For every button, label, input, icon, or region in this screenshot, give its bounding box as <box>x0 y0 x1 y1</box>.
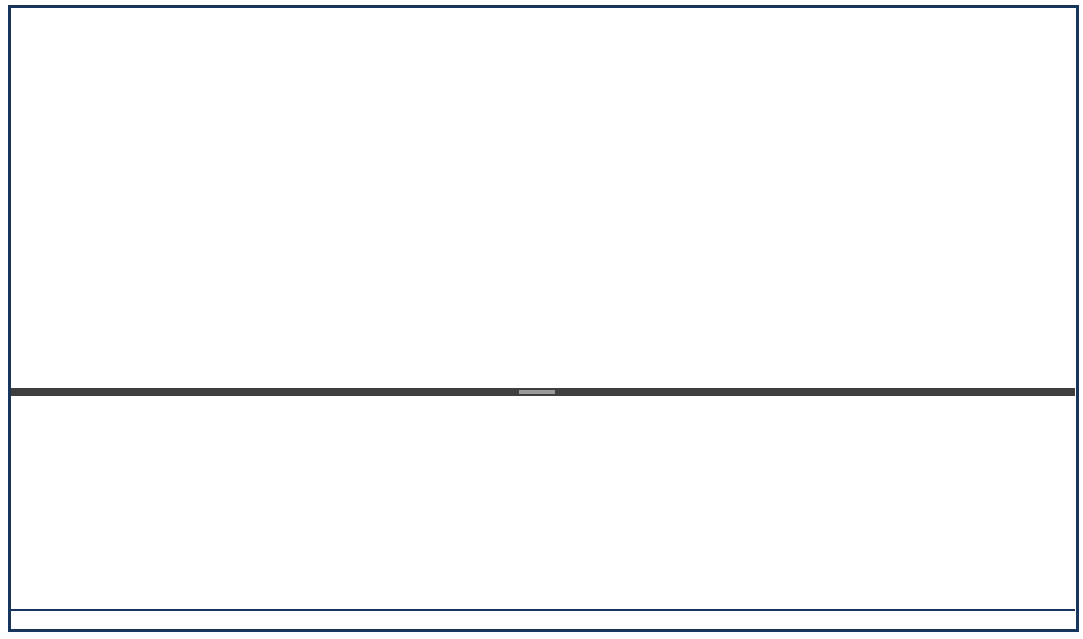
panel-separator-handle[interactable] <box>519 390 555 394</box>
status-bar <box>9 609 1075 631</box>
panel-separator <box>9 388 1075 396</box>
page-title <box>0 9 1070 84</box>
ratio-panel-title <box>0 396 1070 462</box>
